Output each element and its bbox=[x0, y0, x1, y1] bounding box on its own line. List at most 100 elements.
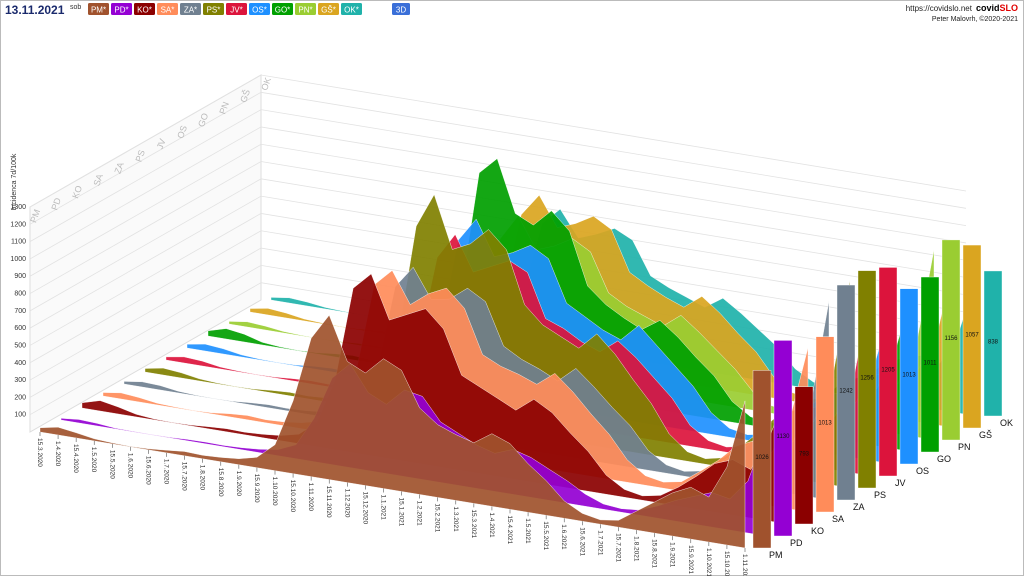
x-tick-label: 1.7.2021 bbox=[596, 530, 603, 556]
x-tick-label: 15.8.2020 bbox=[217, 468, 224, 497]
region-label: GO bbox=[937, 454, 951, 464]
x-tick-label: 15.1.2021 bbox=[398, 497, 405, 526]
x-tick-label: 15.2.2021 bbox=[434, 503, 441, 532]
y-tick-label: 700 bbox=[14, 308, 26, 315]
region-button-label[interactable]: PS* bbox=[207, 6, 221, 15]
region-label: SA bbox=[832, 514, 844, 524]
x-tick-label: 1.6.2021 bbox=[560, 524, 567, 550]
y-tick-label: 1000 bbox=[10, 256, 26, 263]
x-tick-label: 15.7.2020 bbox=[181, 462, 188, 491]
region-button-label[interactable]: GO* bbox=[275, 6, 291, 15]
region-button-label[interactable]: PN* bbox=[298, 6, 312, 15]
wall-region-label: PS bbox=[133, 149, 147, 164]
x-tick-label: 15.6.2020 bbox=[144, 456, 151, 485]
region-button[interactable] bbox=[157, 3, 178, 15]
wall-region-label: KO bbox=[70, 184, 84, 200]
region-label: PM bbox=[769, 550, 783, 560]
x-tick-label: 15.5.2020 bbox=[108, 450, 115, 479]
wall-region-label: SA bbox=[91, 173, 105, 188]
wall-region-label: OK bbox=[259, 76, 273, 92]
latest-value-label: 1057 bbox=[965, 333, 979, 339]
region-button-label[interactable]: ZA* bbox=[184, 6, 197, 15]
wall-region-label: PD bbox=[49, 196, 63, 212]
grid-line bbox=[29, 161, 967, 294]
wall-region-label: PN bbox=[217, 100, 231, 115]
x-tick-label: 15.4.2020 bbox=[72, 444, 79, 473]
region-button[interactable] bbox=[249, 3, 270, 15]
region-button-label[interactable]: OK* bbox=[344, 6, 359, 15]
mode-button[interactable] bbox=[392, 3, 410, 15]
latest-bar bbox=[962, 244, 982, 429]
latest-value-label: 1011 bbox=[924, 361, 938, 367]
region-button-label[interactable]: OS* bbox=[252, 6, 267, 15]
region-button-label[interactable]: PM* bbox=[91, 6, 106, 15]
latest-value-label: 793 bbox=[799, 451, 810, 457]
x-tick-label: 15.5.2021 bbox=[542, 521, 549, 550]
day: sob bbox=[70, 4, 81, 11]
url[interactable]: https://covidslo.net bbox=[906, 4, 973, 13]
wall-region-label: GŠ bbox=[238, 88, 252, 104]
date: 13.11.2021 bbox=[5, 3, 65, 17]
x-tick-label: 1.10.2021 bbox=[705, 548, 712, 576]
wall-region-label: JV bbox=[155, 137, 168, 150]
x-tick-label: 1.9.2021 bbox=[669, 542, 676, 568]
x-tick-label: 1.8.2021 bbox=[633, 536, 640, 562]
region-button[interactable] bbox=[318, 3, 339, 15]
region-label: ZA bbox=[853, 502, 865, 512]
x-tick-label: 1.11.2020 bbox=[307, 483, 314, 512]
y-tick-label: 300 bbox=[14, 377, 26, 384]
wall-region-label: ZA bbox=[113, 161, 126, 175]
region-button-label[interactable]: GŠ* bbox=[321, 6, 336, 15]
region-button[interactable] bbox=[180, 3, 201, 15]
grid-line bbox=[29, 195, 967, 329]
latest-value-label: 1205 bbox=[881, 368, 895, 374]
x-tick-label: 15.3.2021 bbox=[470, 509, 477, 538]
y-tick-label: 500 bbox=[14, 342, 26, 349]
region-button[interactable] bbox=[134, 3, 155, 15]
region-button[interactable] bbox=[295, 3, 316, 15]
author: Peter Malovrh, ©2020-2021 bbox=[932, 15, 1018, 23]
region-button[interactable] bbox=[88, 3, 109, 15]
grid-line bbox=[29, 178, 967, 312]
y-tick-label: 900 bbox=[14, 273, 26, 280]
region-button-label[interactable]: JV* bbox=[230, 6, 242, 15]
region-button[interactable] bbox=[203, 3, 224, 15]
region-button[interactable] bbox=[226, 3, 247, 15]
region-button[interactable] bbox=[341, 3, 362, 15]
latest-bar bbox=[752, 370, 772, 549]
x-tick-label: 15.4.2021 bbox=[506, 515, 513, 544]
latest-value-label: 1013 bbox=[818, 420, 832, 426]
wall-region-label: PM bbox=[28, 208, 42, 224]
x-tick-label: 15.8.2021 bbox=[651, 539, 658, 568]
y-tick-label: 100 bbox=[14, 412, 26, 419]
region-button-label[interactable]: SA* bbox=[161, 6, 175, 15]
x-tick-label: 15.12.2020 bbox=[361, 492, 368, 525]
mode-button-label[interactable]: 3D bbox=[396, 6, 406, 15]
x-tick-label: 15.9.2020 bbox=[253, 474, 260, 503]
y-tick-label: 800 bbox=[14, 291, 26, 298]
latest-bar bbox=[815, 336, 835, 513]
wall-region-label: OS bbox=[175, 124, 189, 140]
latest-bar bbox=[773, 340, 793, 537]
region-button[interactable] bbox=[111, 3, 132, 15]
latest-value-label: 1026 bbox=[755, 455, 769, 461]
region-button-label[interactable]: PD* bbox=[114, 6, 128, 15]
x-tick-label: 15.10.2021 bbox=[723, 551, 730, 576]
latest-bar bbox=[878, 267, 898, 477]
x-tick-label: 15.6.2021 bbox=[578, 527, 585, 556]
region-label: PS bbox=[874, 490, 886, 500]
y-axis-label: Incidenca 7d/100k bbox=[11, 153, 18, 210]
region-label: OK bbox=[1000, 418, 1013, 428]
latest-value-label: 1130 bbox=[777, 434, 791, 440]
latest-value-label: 1256 bbox=[860, 375, 874, 381]
region-button-label[interactable]: KO* bbox=[137, 6, 152, 15]
grid-line bbox=[29, 126, 967, 260]
region-ribbon bbox=[39, 314, 746, 549]
y-tick-label: 600 bbox=[14, 325, 26, 332]
region-label: GŠ bbox=[979, 430, 992, 440]
region-button[interactable] bbox=[272, 3, 293, 15]
x-tick-label: 1.5.2021 bbox=[524, 518, 531, 544]
x-tick-label: 1.2.2021 bbox=[416, 500, 423, 526]
x-tick-label: 1.4.2020 bbox=[54, 441, 61, 467]
